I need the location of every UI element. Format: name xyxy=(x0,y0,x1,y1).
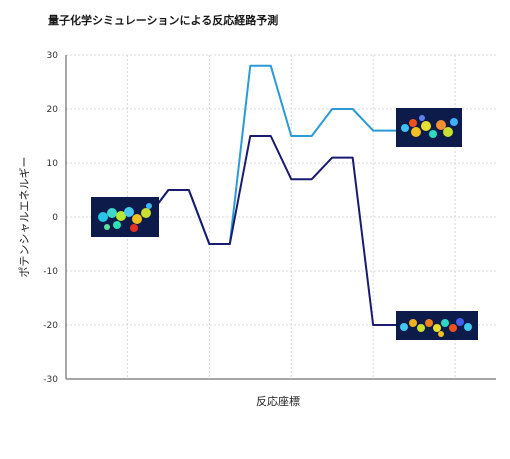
x-axis-label: 反応座標 xyxy=(256,394,300,408)
y-axis-label: ポテンシャルエネルギー xyxy=(18,157,31,278)
molecule-product-b-image xyxy=(396,311,478,340)
molecule-product-a-image xyxy=(396,108,462,147)
y-tick-label: 30 xyxy=(47,51,59,61)
y-tick-label: -20 xyxy=(43,321,58,331)
molecule-reactant-image xyxy=(91,197,159,237)
chart-title: 量子化学シミュレーションによる反応経路予測 xyxy=(48,13,278,27)
series-line-2 xyxy=(127,135,415,326)
y-tick-labels: 30 20 10 0 -10 -20 -30 xyxy=(43,51,58,385)
series-lines xyxy=(127,64,415,326)
y-tick-label: 10 xyxy=(47,159,59,169)
axes xyxy=(65,55,496,380)
y-tick-label: 0 xyxy=(52,213,58,223)
y-tick-label: -10 xyxy=(43,267,58,277)
y-tick-label: 20 xyxy=(47,105,59,115)
y-tick-label: -30 xyxy=(43,375,58,385)
